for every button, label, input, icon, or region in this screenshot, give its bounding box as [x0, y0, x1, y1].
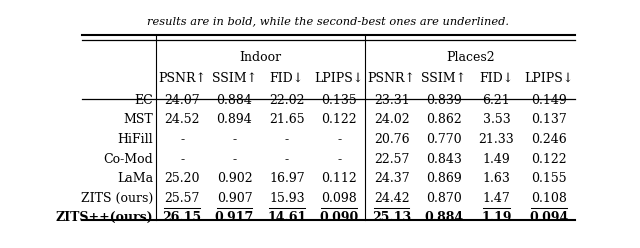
Text: 0.869: 0.869 — [426, 172, 462, 185]
Text: 23.31: 23.31 — [374, 94, 410, 107]
Text: 25.20: 25.20 — [164, 172, 200, 185]
Text: EC: EC — [134, 94, 153, 107]
Text: 0.122: 0.122 — [531, 153, 566, 166]
Text: 0.884: 0.884 — [424, 211, 463, 224]
Text: 1.49: 1.49 — [483, 153, 510, 166]
Text: 0.246: 0.246 — [531, 133, 566, 146]
Text: 22.57: 22.57 — [374, 153, 410, 166]
Text: ZITS (ours): ZITS (ours) — [81, 192, 153, 205]
Text: LaMa: LaMa — [116, 172, 153, 185]
Text: -: - — [337, 133, 341, 146]
Text: ZITS++(ours): ZITS++(ours) — [55, 211, 153, 224]
Text: 0.884: 0.884 — [216, 94, 252, 107]
Text: 0.843: 0.843 — [426, 153, 462, 166]
Text: 1.19: 1.19 — [481, 211, 511, 224]
Text: 0.149: 0.149 — [531, 94, 566, 107]
Text: PSNR↑: PSNR↑ — [158, 72, 206, 85]
Text: -: - — [180, 153, 184, 166]
Text: 0.870: 0.870 — [426, 192, 462, 205]
Text: LPIPS↓: LPIPS↓ — [315, 72, 364, 85]
Text: 24.07: 24.07 — [164, 94, 200, 107]
Text: 0.137: 0.137 — [531, 114, 566, 126]
Text: 15.93: 15.93 — [269, 192, 305, 205]
Text: 0.770: 0.770 — [426, 133, 462, 146]
Text: 25.13: 25.13 — [372, 211, 412, 224]
Text: SSIM↑: SSIM↑ — [212, 72, 257, 85]
Text: -: - — [285, 133, 289, 146]
Text: 1.47: 1.47 — [483, 192, 510, 205]
Text: 1.63: 1.63 — [483, 172, 510, 185]
Text: -: - — [337, 153, 341, 166]
Text: 0.122: 0.122 — [321, 114, 357, 126]
Text: Places2: Places2 — [446, 51, 495, 64]
Text: 0.839: 0.839 — [426, 94, 462, 107]
Text: 16.97: 16.97 — [269, 172, 305, 185]
Text: 14.61: 14.61 — [268, 211, 307, 224]
Text: FID↓: FID↓ — [269, 72, 304, 85]
Text: 0.090: 0.090 — [319, 211, 359, 224]
Text: 25.57: 25.57 — [164, 192, 200, 205]
Text: 26.15: 26.15 — [163, 211, 202, 224]
Text: MST: MST — [123, 114, 153, 126]
Text: results are in bold, while the second-best ones are underlined.: results are in bold, while the second-be… — [147, 16, 509, 26]
Text: HiFill: HiFill — [117, 133, 153, 146]
Text: Indoor: Indoor — [239, 51, 282, 64]
Text: 0.917: 0.917 — [215, 211, 254, 224]
Text: -: - — [232, 133, 237, 146]
Text: 0.894: 0.894 — [216, 114, 252, 126]
Text: 22.02: 22.02 — [269, 94, 305, 107]
Text: 21.65: 21.65 — [269, 114, 305, 126]
Text: 0.862: 0.862 — [426, 114, 462, 126]
Text: -: - — [285, 153, 289, 166]
Text: 0.112: 0.112 — [321, 172, 357, 185]
Text: 3.53: 3.53 — [483, 114, 510, 126]
Text: 0.902: 0.902 — [217, 172, 252, 185]
Text: -: - — [180, 133, 184, 146]
Text: 24.52: 24.52 — [164, 114, 200, 126]
Text: 0.135: 0.135 — [321, 94, 357, 107]
Text: 6.21: 6.21 — [483, 94, 510, 107]
Text: 24.42: 24.42 — [374, 192, 410, 205]
Text: 0.098: 0.098 — [321, 192, 357, 205]
Text: 24.37: 24.37 — [374, 172, 410, 185]
Text: 20.76: 20.76 — [374, 133, 410, 146]
Text: FID↓: FID↓ — [479, 72, 513, 85]
Text: -: - — [232, 153, 237, 166]
Text: LPIPS↓: LPIPS↓ — [524, 72, 573, 85]
Text: 0.155: 0.155 — [531, 172, 566, 185]
Text: 24.02: 24.02 — [374, 114, 410, 126]
Text: 0.094: 0.094 — [529, 211, 568, 224]
Text: SSIM↑: SSIM↑ — [422, 72, 467, 85]
Text: 21.33: 21.33 — [479, 133, 515, 146]
Text: PSNR↑: PSNR↑ — [367, 72, 415, 85]
Text: 0.907: 0.907 — [217, 192, 252, 205]
Text: Co-Mod: Co-Mod — [103, 153, 153, 166]
Text: 0.108: 0.108 — [531, 192, 567, 205]
